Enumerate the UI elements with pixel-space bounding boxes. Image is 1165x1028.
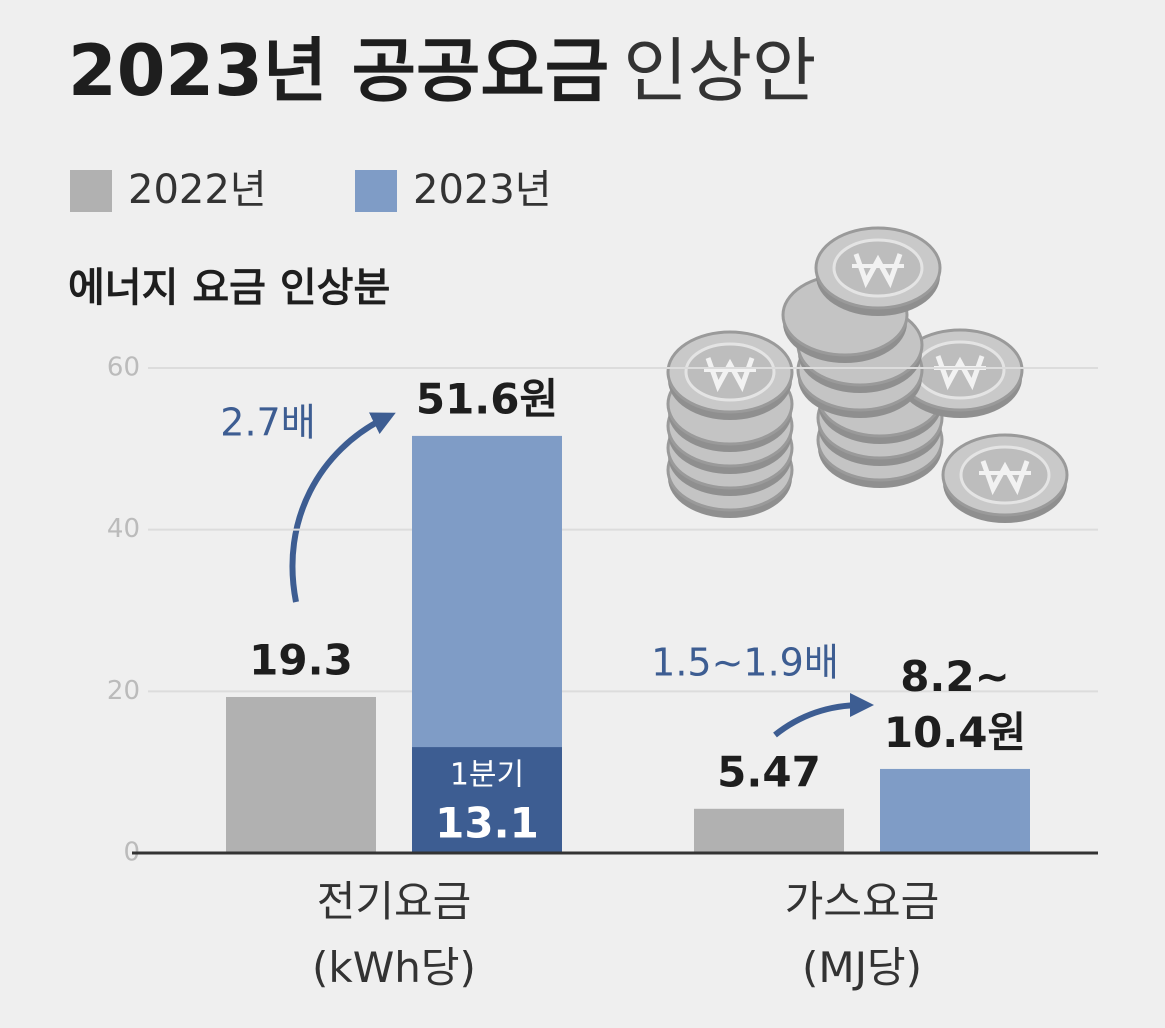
annotation: 2.7배 bbox=[220, 401, 315, 445]
arrow bbox=[773, 693, 874, 738]
title-suffix: 인상안 bbox=[623, 30, 816, 112]
value-label: 51.6원 bbox=[416, 374, 558, 423]
y-tick-label: 20 bbox=[107, 676, 140, 706]
x-tick-label: 가스요금 (MJ당) bbox=[785, 877, 940, 992]
bar bbox=[412, 747, 562, 853]
bar bbox=[694, 808, 844, 853]
bar bbox=[880, 768, 1030, 853]
x-tick-label: 전기요금 (kWh당) bbox=[312, 877, 476, 992]
chart-title: 2023년 공공요금 인상안 bbox=[68, 30, 816, 112]
value-label: 19.3 bbox=[249, 635, 353, 684]
arrow bbox=[289, 412, 396, 603]
value-label: 5.47 bbox=[717, 747, 821, 796]
legend-swatch bbox=[70, 170, 112, 212]
legend-label: 2023년 bbox=[413, 167, 552, 213]
y-tick-label: 0 bbox=[123, 838, 140, 868]
legend-label: 2022년 bbox=[128, 167, 267, 213]
y-tick-label: 40 bbox=[107, 514, 140, 544]
bar bbox=[226, 696, 376, 853]
value-label: 8.2~ 10.4원 bbox=[884, 651, 1026, 756]
legend-swatch bbox=[355, 170, 397, 212]
title-main: 2023년 공공요금 bbox=[68, 30, 609, 112]
y-tick-label: 60 bbox=[107, 353, 140, 383]
overlay-value: 13.1 bbox=[435, 799, 539, 848]
annotation: 1.5~1.9배 bbox=[651, 641, 839, 685]
coins-illustration bbox=[668, 228, 1067, 523]
overlay-name: 1분기 bbox=[450, 758, 524, 793]
chart-subtitle: 에너지 요금 인상분 bbox=[68, 265, 390, 311]
